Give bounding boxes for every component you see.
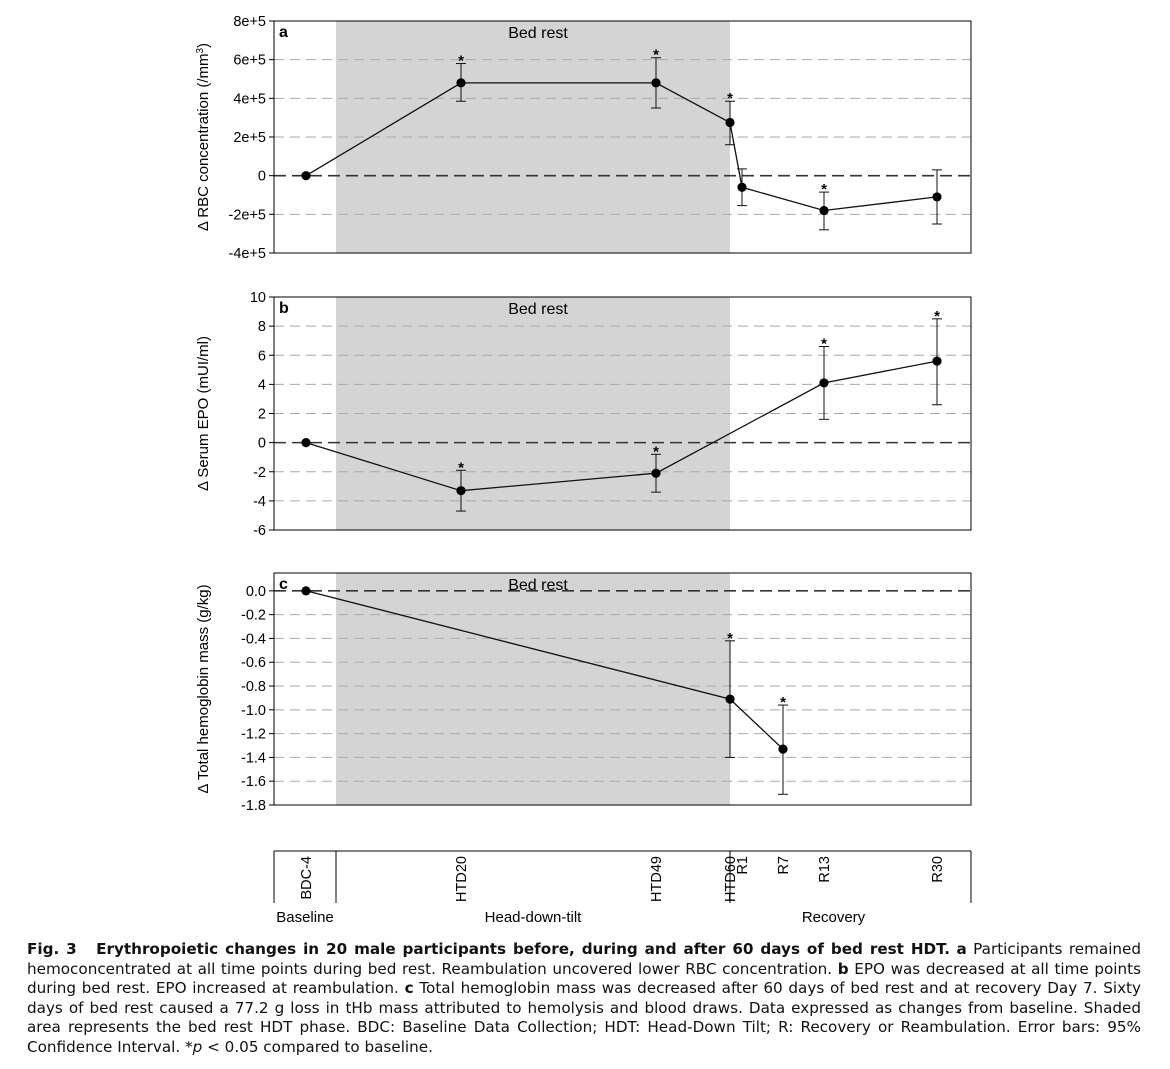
y-tick-label: -0.8 — [241, 679, 266, 695]
caption-figure-number: Fig. 3 — [27, 940, 77, 958]
timeline-tick-label: HTD49 — [649, 856, 665, 902]
caption-c-text: Total hemoglobin mass was decreased afte… — [27, 979, 1142, 1056]
data-point — [737, 182, 747, 192]
caption-b-text: EPO was decreased at all time points dur… — [27, 959, 1142, 998]
significance-marker: * — [653, 443, 659, 460]
data-point — [725, 694, 735, 704]
phase-label: Baseline — [276, 909, 334, 926]
caption-p-symbol: p — [192, 1037, 203, 1056]
y-axis-title: Δ Total hemoglobin mass (g/kg) — [195, 584, 212, 793]
timeline-tick-label: BDC-4 — [299, 856, 315, 900]
data-point — [932, 356, 942, 366]
y-tick-label: -0.4 — [241, 631, 266, 647]
y-tick-label: 10 — [250, 290, 266, 306]
significance-marker: * — [934, 308, 940, 325]
significance-marker: * — [458, 459, 464, 476]
timeline-tick-label: R13 — [817, 856, 833, 883]
phase-label: Recovery — [802, 909, 866, 926]
y-tick-label: -1.4 — [241, 750, 266, 766]
timeline-tick-label: HTD20 — [454, 856, 470, 902]
y-tick-label: 0 — [258, 436, 266, 452]
y-tick-label: 4 — [258, 377, 266, 393]
phase-label: Head-down-tilt — [485, 909, 583, 926]
caption-a-text: Participants remained hemoconcentrated a… — [27, 940, 1142, 978]
timeline-tick-label: R1 — [735, 856, 751, 875]
data-point — [778, 744, 788, 754]
y-tick-label: -4e+5 — [229, 246, 267, 262]
data-point — [456, 78, 466, 88]
timeline-tick-label: R30 — [930, 856, 946, 883]
caption-title: Erythropoietic changes in 20 male partic… — [96, 940, 950, 958]
bed-rest-shade — [336, 573, 730, 805]
panel-letter: c — [279, 576, 288, 593]
y-axis-title: Δ RBC concentration (/mm3) — [195, 43, 213, 231]
caption-b-label: b — [837, 959, 849, 978]
bed-rest-label: Bed rest — [508, 25, 568, 42]
data-point — [301, 171, 311, 181]
timeline-tick-label: HTD60 — [723, 856, 739, 902]
y-tick-label: 6 — [258, 348, 266, 364]
data-point — [301, 586, 311, 596]
data-point — [819, 378, 829, 388]
y-tick-label: -2e+5 — [229, 207, 267, 223]
significance-marker: * — [727, 630, 733, 647]
y-tick-label: -1.6 — [241, 774, 266, 790]
caption-tail: < 0.05 compared to baseline. — [202, 1037, 433, 1056]
significance-marker: * — [821, 181, 827, 198]
data-point — [651, 468, 661, 478]
y-tick-label: -2 — [253, 465, 266, 481]
panel-letter: b — [279, 300, 289, 317]
significance-marker: * — [821, 336, 827, 353]
caption-c-label: c — [404, 979, 414, 998]
y-tick-label: 2e+5 — [233, 130, 266, 146]
data-point — [456, 486, 466, 496]
y-tick-label: -1.0 — [241, 703, 266, 719]
significance-marker: * — [458, 53, 464, 70]
figure: -4e+5 -2e+5 0 2e+5 4e+5 6e+5 8e+5 Δ RBC concent… — [195, 14, 972, 926]
y-tick-label: 6e+5 — [233, 53, 266, 69]
chart-panel-b: -6 -4 -2 0 2 4 6 8 10 Δ Serum EPO (mUI/ml) b Bed re… — [195, 290, 972, 539]
chart-panel-a: -4e+5 -2e+5 0 2e+5 4e+5 6e+5 8e+5 Δ RBC concent… — [195, 14, 972, 262]
bed-rest-label: Bed rest — [508, 577, 568, 594]
significance-marker: * — [653, 47, 659, 64]
significance-marker: * — [780, 694, 786, 711]
caption-a-label: a — [956, 940, 967, 958]
y-tick-label: 4e+5 — [233, 91, 266, 107]
y-tick-label: 2 — [258, 407, 266, 423]
y-tick-label: 8 — [258, 319, 266, 335]
data-point — [725, 117, 735, 128]
y-tick-label: 0 — [258, 169, 266, 185]
y-tick-label: -0.6 — [241, 655, 266, 671]
y-tick-label: -1.8 — [241, 798, 266, 814]
bed-rest-label: Bed rest — [508, 301, 568, 318]
data-point — [301, 438, 311, 448]
y-tick-label: -1.2 — [241, 727, 266, 743]
timeline-tick-label: R7 — [776, 856, 792, 875]
data-point — [819, 205, 829, 216]
data-point — [651, 78, 661, 88]
data-point — [932, 192, 942, 202]
y-tick-label: 0.0 — [246, 584, 266, 600]
plot-frame — [273, 572, 972, 806]
chart-panel-c: -1.8 -1.6 -1.4 -1.2 -1.0 -0.8 -0.6 -0.4 -0.2 0.0 Δ… — [195, 572, 972, 814]
y-tick-label: -4 — [253, 494, 266, 510]
significance-marker: * — [727, 90, 733, 107]
y-tick-label: -6 — [253, 523, 266, 539]
y-axis-title: Δ Serum EPO (mUI/ml) — [195, 336, 212, 491]
panel-letter: a — [279, 24, 288, 41]
y-tick-label: -0.2 — [241, 608, 266, 624]
figure-caption: Fig. 3 Erythropoietic changes in 20 male… — [27, 940, 1141, 1058]
y-tick-label: 8e+5 — [233, 14, 266, 30]
